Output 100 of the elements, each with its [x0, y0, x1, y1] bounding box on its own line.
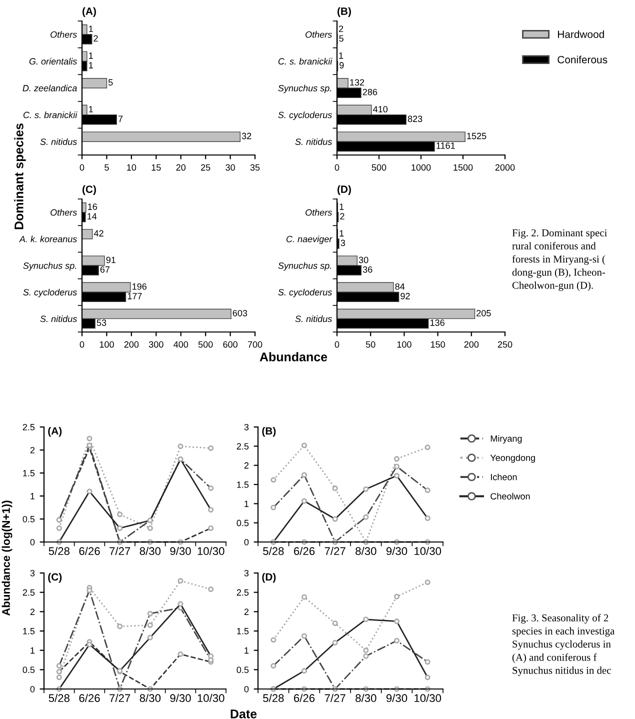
y-tick-label: Others: [50, 31, 77, 38]
data-label: 3: [340, 240, 346, 246]
x-tick-label: 8/30: [140, 694, 161, 702]
data-label: 603: [232, 310, 248, 316]
x-tick-label: 300: [148, 341, 164, 348]
y-tick-label: S. cycloderus: [23, 288, 77, 298]
data-label: 286: [362, 88, 378, 96]
chart-title: (B): [262, 427, 276, 437]
y-tick-label: Others: [306, 31, 332, 38]
y-tick-label: 1.5: [23, 470, 35, 476]
y-tick-label: 1.5: [23, 628, 35, 634]
x-tick-label: 7/27: [110, 546, 130, 556]
x-tick-label: 8/30: [356, 694, 376, 702]
y-tick-label: 0.5: [236, 520, 249, 526]
caption: Fig. 2. Dominant speci rural coniferous and forests in Miryang-si ( dong-gun (B), Icheon- Cheolwon-gun (D).: [512, 229, 607, 291]
x-tick-label: 8/30: [356, 546, 376, 556]
data-label: 177: [128, 293, 142, 300]
caption: Fig. 3. Seasonality of 2 species in each investiga Synuchus cycloderus in (A) and coniferous f Synuchus nitidus in dec: [512, 614, 615, 676]
x-tick-label: 100: [397, 341, 412, 348]
data-label: 196: [132, 283, 146, 290]
data-label: 132: [350, 79, 364, 86]
data-label: 92: [400, 292, 410, 300]
legend-label: Icheon: [491, 474, 517, 480]
x-tick-label: 7/27: [110, 694, 130, 702]
chart-title: (C): [82, 185, 96, 196]
y-tick-label: S. cycloderus: [278, 288, 332, 298]
x-axis-title: Date: [230, 710, 257, 718]
y-tick-label: Synuchus sp.: [278, 84, 332, 94]
data-label: 2: [94, 35, 98, 42]
x-tick-label: 5/28: [263, 546, 284, 556]
x-tick-label: 25: [201, 164, 210, 171]
data-label: 205: [476, 310, 491, 316]
x-tick-label: 10/30: [198, 694, 224, 702]
x-axis-title: Abundance: [260, 352, 328, 362]
x-tick-label: 10/30: [198, 546, 224, 556]
x-tick-label: 8/30: [140, 546, 161, 556]
y-tick-label: 1.5: [237, 482, 249, 488]
x-tick-label: 0: [334, 164, 340, 171]
y-axis-title: Abundance (log(N+1)): [2, 500, 12, 616]
y-tick-label: 1.5: [237, 628, 249, 634]
y-tick-label: C. s. branickii: [23, 112, 78, 118]
x-tick-label: 0: [80, 341, 84, 348]
y-tick-label: A. k. koreanus: [18, 236, 77, 242]
legend-label: Coniferous: [558, 56, 608, 64]
y-tick-label: 0: [244, 538, 249, 546]
y-tick-label: D. zeelandica: [22, 84, 77, 92]
data-label: 1161: [436, 142, 455, 149]
data-label: 1: [340, 204, 344, 210]
y-tick-label: 3: [244, 570, 249, 576]
x-tick-label: 5/28: [263, 694, 284, 702]
data-label: 2: [340, 213, 344, 220]
x-tick-label: 35: [250, 164, 260, 171]
x-tick-label: 6/26: [294, 694, 315, 702]
data-label: 5: [108, 79, 113, 86]
x-tick-label: 5: [104, 164, 109, 171]
chart-title: (D): [338, 185, 351, 196]
y-tick-label: Synuchus sp.: [23, 262, 76, 271]
x-tick-label: 9/30: [170, 694, 191, 702]
x-tick-label: 2000: [495, 164, 515, 171]
x-tick-label: 50: [366, 341, 376, 348]
x-tick-label: 10/30: [414, 546, 442, 556]
x-tick-label: 30: [226, 164, 235, 171]
x-tick-label: 400: [174, 341, 188, 348]
chart-title: (D): [262, 573, 276, 583]
y-tick-label: 2: [244, 462, 249, 469]
x-tick-label: 200: [124, 341, 139, 348]
data-label: 36: [362, 266, 372, 273]
x-tick-label: 0: [334, 341, 340, 348]
x-tick-label: 500: [372, 164, 386, 171]
data-label: 42: [94, 230, 104, 236]
y-axis-title: Dominant species: [14, 124, 26, 230]
y-tick-label: S. nitidus: [40, 315, 77, 322]
data-label: 1: [340, 230, 344, 236]
y-tick-label: S. nitidus: [295, 315, 332, 322]
y-tick-label: C. naeviger: [286, 236, 332, 244]
data-label: 32: [242, 132, 252, 140]
x-tick-label: 15: [152, 164, 161, 171]
legend-label: Yeongdong: [490, 454, 535, 463]
legend-label: Hardwood: [558, 30, 604, 38]
chart-title: (C): [48, 573, 62, 583]
x-tick-label: 200: [464, 341, 479, 348]
y-tick-label: 1: [30, 647, 35, 654]
data-label: 67: [100, 266, 110, 273]
data-label: 1525: [467, 132, 486, 140]
data-label: 1: [89, 26, 93, 32]
y-tick-label: 3: [244, 424, 249, 430]
x-tick-label: 6/26: [79, 694, 100, 702]
x-tick-label: 9/30: [170, 546, 191, 556]
data-label: 7: [118, 116, 123, 122]
y-tick-label: 2: [30, 446, 35, 454]
x-tick-label: 10/30: [414, 694, 442, 702]
data-label: 1: [339, 52, 344, 59]
data-label: 9: [340, 62, 344, 68]
y-tick-label: 0.5: [236, 666, 249, 674]
y-tick-label: S. cycloderus: [278, 112, 332, 120]
x-tick-label: 7/27: [324, 694, 346, 702]
y-tick-label: S. nitidus: [295, 138, 332, 145]
y-tick-label: 3: [30, 570, 35, 576]
chart-title: (A): [82, 7, 96, 17]
data-label: 1: [89, 52, 93, 59]
